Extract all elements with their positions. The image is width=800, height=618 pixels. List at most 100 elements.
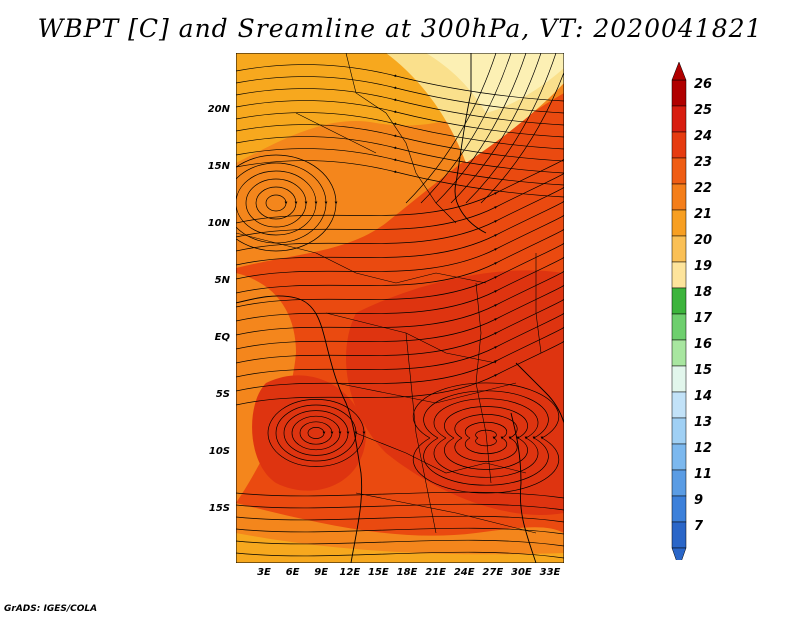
colorbar-segment bbox=[671, 417, 687, 445]
streamline bbox=[236, 223, 564, 294]
streamline bbox=[433, 398, 539, 478]
streamline bbox=[236, 237, 564, 308]
colorbar-label: 19 bbox=[694, 259, 713, 274]
colorbar-segment bbox=[671, 157, 687, 185]
coastlines bbox=[236, 53, 564, 563]
lat-label: 20N bbox=[207, 104, 230, 115]
colorbar-segment bbox=[671, 521, 687, 549]
lon-label: 6E bbox=[285, 567, 300, 578]
colorbar-label: 9 bbox=[694, 493, 704, 508]
lat-label: 15N bbox=[207, 161, 230, 172]
streamline bbox=[236, 100, 564, 138]
streamline bbox=[307, 427, 326, 439]
streamline bbox=[236, 136, 564, 174]
lon-label: 12E bbox=[339, 567, 361, 578]
colorbar-label: 25 bbox=[694, 103, 713, 118]
lon-label: 9E bbox=[314, 567, 329, 578]
lon-label: 21E bbox=[425, 567, 446, 578]
colorbar-segment bbox=[671, 495, 687, 523]
streamlines bbox=[236, 53, 564, 559]
credit-text: GrADS: IGES/COLA bbox=[4, 604, 98, 614]
colorbar-segment bbox=[671, 365, 687, 393]
streamline bbox=[236, 112, 564, 150]
streamline bbox=[405, 53, 497, 204]
streamline bbox=[475, 429, 497, 447]
streamline bbox=[444, 406, 528, 470]
colorbar-label: 21 bbox=[694, 207, 713, 222]
streamline bbox=[450, 53, 542, 204]
streamline bbox=[236, 124, 564, 162]
colorbar-segment bbox=[671, 131, 687, 159]
colorbar-segment bbox=[671, 79, 687, 107]
colorbar-label: 16 bbox=[694, 337, 713, 352]
streamline bbox=[245, 178, 308, 228]
colorbar-segment bbox=[671, 105, 687, 133]
lat-label: 10S bbox=[208, 446, 230, 457]
colorbar-segment bbox=[671, 209, 687, 237]
streamline bbox=[236, 321, 564, 392]
streamline bbox=[236, 154, 338, 252]
colorbar-bottom-arrow bbox=[671, 547, 687, 560]
streamline bbox=[236, 153, 564, 224]
streamline bbox=[464, 421, 508, 455]
lat-label: 10N bbox=[207, 218, 230, 229]
lon-label: 24E bbox=[453, 567, 475, 578]
field-cream bbox=[426, 53, 564, 113]
streamline bbox=[236, 335, 564, 406]
streamline bbox=[236, 551, 564, 559]
colorbar-label: 15 bbox=[694, 363, 713, 378]
colorbar-label: 26 bbox=[694, 77, 713, 92]
streamline bbox=[236, 539, 564, 547]
colorbar-segment bbox=[671, 183, 687, 211]
streamline bbox=[236, 491, 564, 499]
colorbar-segment bbox=[671, 391, 687, 419]
streamline bbox=[236, 527, 564, 535]
streamline bbox=[236, 148, 564, 186]
colorbar-segment bbox=[671, 339, 687, 367]
lat-label: 5S bbox=[215, 389, 230, 400]
colorbar-label: 17 bbox=[694, 311, 713, 326]
lon-label: 27E bbox=[482, 567, 504, 578]
colorbar-segment bbox=[671, 469, 687, 497]
streamline bbox=[283, 410, 350, 456]
chart-title: WBPT [C] and Sreamline at 300hPa, VT: 20… bbox=[37, 14, 763, 43]
colorbar-top-arrow bbox=[671, 61, 687, 81]
field-red-core-west bbox=[252, 375, 366, 491]
streamline bbox=[255, 186, 298, 220]
colorbar-label: 20 bbox=[694, 233, 713, 248]
streamline bbox=[236, 170, 318, 236]
colorbar-segment bbox=[671, 313, 687, 341]
streamline bbox=[465, 53, 557, 204]
colorbar-label: 7 bbox=[694, 519, 704, 534]
streamline bbox=[236, 160, 564, 198]
streamline bbox=[236, 251, 564, 322]
lon-label: 33E bbox=[539, 567, 561, 578]
lon-label: 3E bbox=[257, 567, 271, 578]
lon-label: 15E bbox=[368, 567, 389, 578]
colorbar-label: 14 bbox=[694, 389, 713, 404]
streamline bbox=[236, 195, 564, 266]
colorbar bbox=[671, 61, 687, 560]
streamline bbox=[412, 382, 560, 494]
streamline bbox=[420, 53, 512, 204]
colorbar-segment bbox=[671, 287, 687, 315]
streamline bbox=[275, 404, 358, 462]
streamline bbox=[236, 265, 564, 336]
lat-label: EQ bbox=[214, 332, 230, 343]
colorbar-label: 12 bbox=[694, 441, 713, 456]
streamline bbox=[236, 515, 564, 523]
colorbar-label: 24 bbox=[694, 129, 713, 144]
lon-label: 18E bbox=[396, 567, 418, 578]
streamline bbox=[291, 415, 342, 451]
streamline bbox=[236, 64, 564, 102]
lat-label: 15S bbox=[208, 503, 230, 514]
streamline bbox=[267, 399, 366, 467]
colorbar-label: 23 bbox=[694, 155, 713, 170]
streamline bbox=[236, 279, 564, 350]
streamline bbox=[423, 390, 549, 486]
colorbar-segment bbox=[671, 235, 687, 263]
colorbar-segment bbox=[671, 443, 687, 471]
streamline bbox=[265, 194, 288, 212]
streamline bbox=[299, 421, 334, 445]
colorbar-label: 18 bbox=[694, 285, 713, 300]
